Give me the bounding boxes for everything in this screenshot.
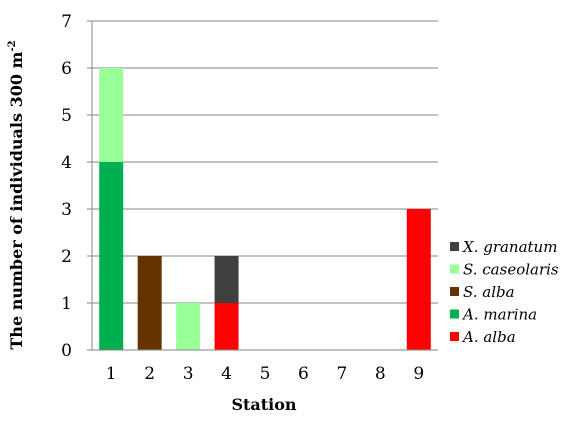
tick-labels: 0 1 2 3 4 5 6 7 1 2 3 4 5 6 7 8 9 (61, 12, 424, 384)
x-axis-title: Station (231, 395, 296, 414)
x-tick-label: 1 (106, 364, 117, 384)
legend-swatch (450, 242, 459, 251)
x-tick-label: 6 (298, 364, 309, 384)
x-tick-label: 4 (221, 364, 232, 384)
legend-swatch (450, 332, 459, 341)
legend-label: S. alba (463, 283, 515, 301)
bars (99, 68, 431, 350)
x-tick-label: 7 (336, 364, 347, 384)
y-tick-label: 2 (61, 247, 72, 267)
y-tick-label: 5 (61, 106, 72, 126)
legend-swatch (450, 264, 459, 274)
legend-label: X. granatum (462, 238, 557, 256)
axes (87, 20, 438, 351)
bar-segment (176, 303, 201, 350)
bar-segment (214, 303, 239, 350)
y-axis-title-main: The number of individuals 300 m (7, 51, 26, 349)
x-tick-label: 2 (144, 364, 155, 384)
bar-segment (406, 209, 431, 350)
bar-segment (99, 162, 124, 350)
bar-segment (137, 256, 162, 350)
bar-segment (214, 256, 239, 303)
x-tick-label: 5 (260, 364, 271, 384)
x-tick-label: 3 (183, 364, 194, 384)
x-tick-label: 8 (375, 364, 386, 384)
y-tick-label: 0 (61, 341, 72, 361)
bar-segment (99, 68, 124, 162)
legend-label: A. marina (461, 306, 537, 324)
y-tick-label: 6 (61, 59, 72, 79)
legend-label: A. alba (461, 328, 516, 346)
legend-swatch (450, 287, 459, 296)
legend: X. granatum S. caseolaris S. alba A. marina… (450, 238, 559, 346)
y-axis-title-superscript: -2 (7, 40, 18, 51)
legend-label: S. caseolaris (463, 261, 559, 279)
y-tick-label: 7 (61, 12, 72, 32)
legend-swatch (450, 309, 459, 319)
x-tick-label: 9 (413, 364, 424, 384)
y-tick-label: 4 (61, 153, 72, 173)
y-tick-label: 3 (61, 200, 72, 220)
y-tick-label: 1 (61, 294, 72, 314)
y-axis-title: The number of individuals 300 m-2 (7, 40, 26, 349)
